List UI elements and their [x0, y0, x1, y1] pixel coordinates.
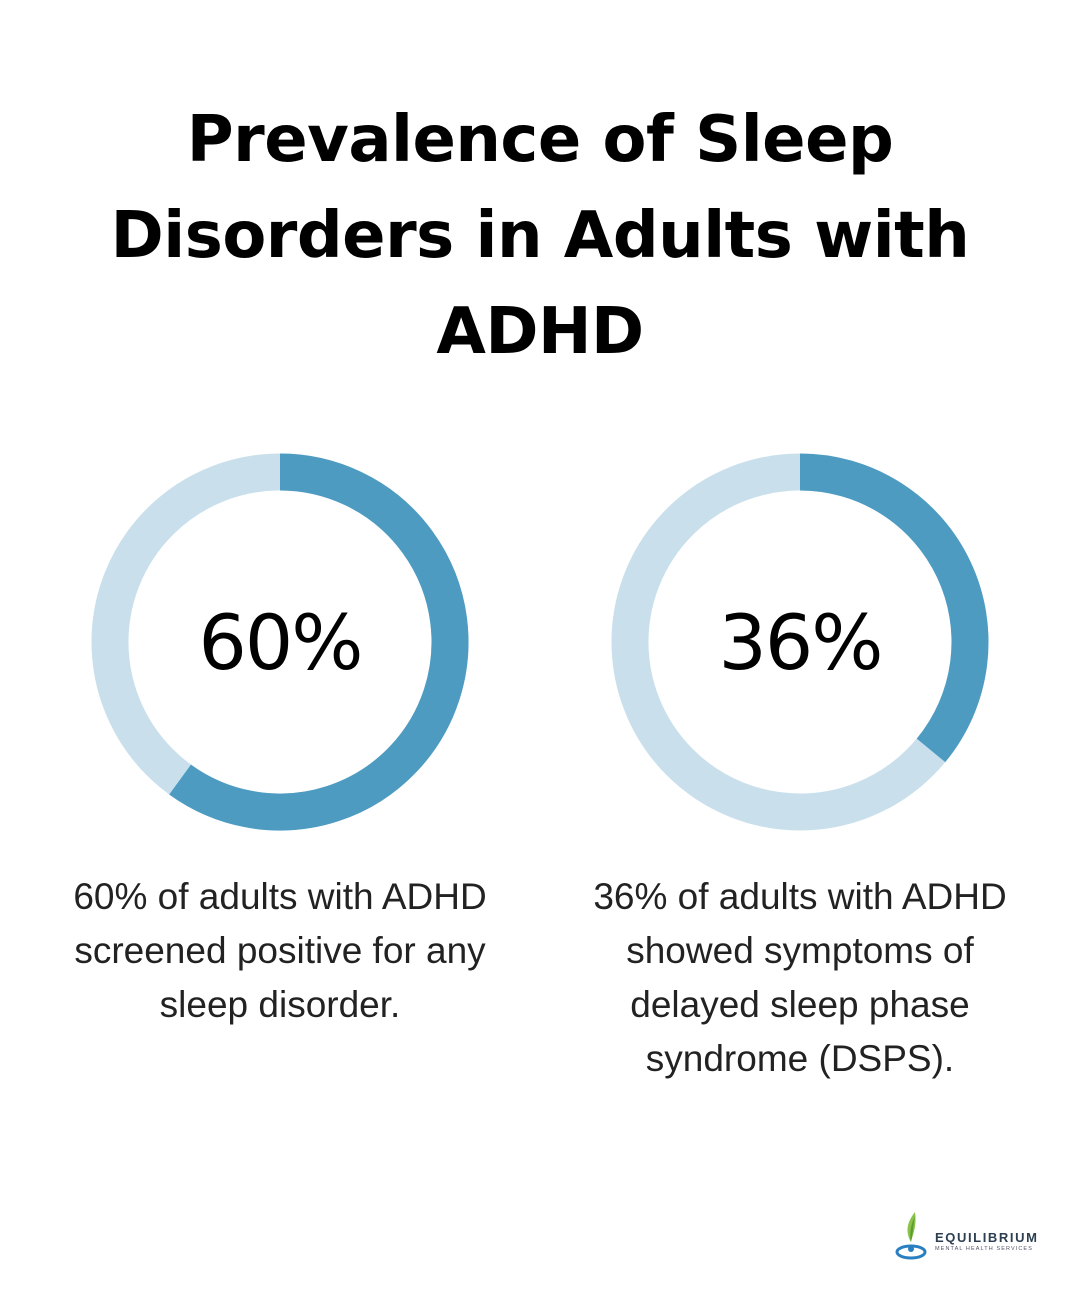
brand-logo: EQUILIBRIUM MENTAL HEALTH SERVICES: [893, 1208, 1043, 1264]
donut-value-1: 60%: [198, 597, 364, 687]
title-line-3: ADHD: [436, 295, 644, 369]
leaf-drop-icon: [895, 1212, 927, 1260]
title-line-2: Disorders in Adults with: [110, 199, 970, 273]
donut-svg-1: [91, 453, 469, 831]
page-title: Prevalence of Sleep Disorders in Adults …: [0, 92, 1080, 380]
donut-chart-2: 36%: [611, 453, 989, 831]
caption-1-line-3: sleep disorder.: [159, 984, 401, 1025]
caption-2-line-1: 36% of adults with ADHD: [593, 876, 1007, 917]
title-line-1: Prevalence of Sleep: [186, 103, 894, 177]
logo-tagline: MENTAL HEALTH SERVICES: [935, 1246, 1033, 1252]
caption-2: 36% of adults with ADHD showed symptoms …: [560, 870, 1040, 1086]
donut-value-2: 36%: [718, 597, 884, 687]
caption-2-line-4: syndrome (DSPS).: [645, 1038, 955, 1079]
donut-arc-2: [799, 453, 989, 763]
logo-name: EQUILIBRIUM: [935, 1230, 1039, 1245]
caption-1-line-2: screened positive for any: [74, 930, 486, 971]
caption-2-line-3: delayed sleep phase: [630, 984, 970, 1025]
caption-2-line-2: showed symptoms of: [626, 930, 974, 971]
donut-chart-1: 60%: [91, 453, 469, 831]
donut-arc-1: [169, 453, 469, 831]
caption-1-line-1: 60% of adults with ADHD: [73, 876, 487, 917]
caption-1: 60% of adults with ADHD screened positiv…: [40, 870, 520, 1032]
donut-svg-2: [611, 453, 989, 831]
